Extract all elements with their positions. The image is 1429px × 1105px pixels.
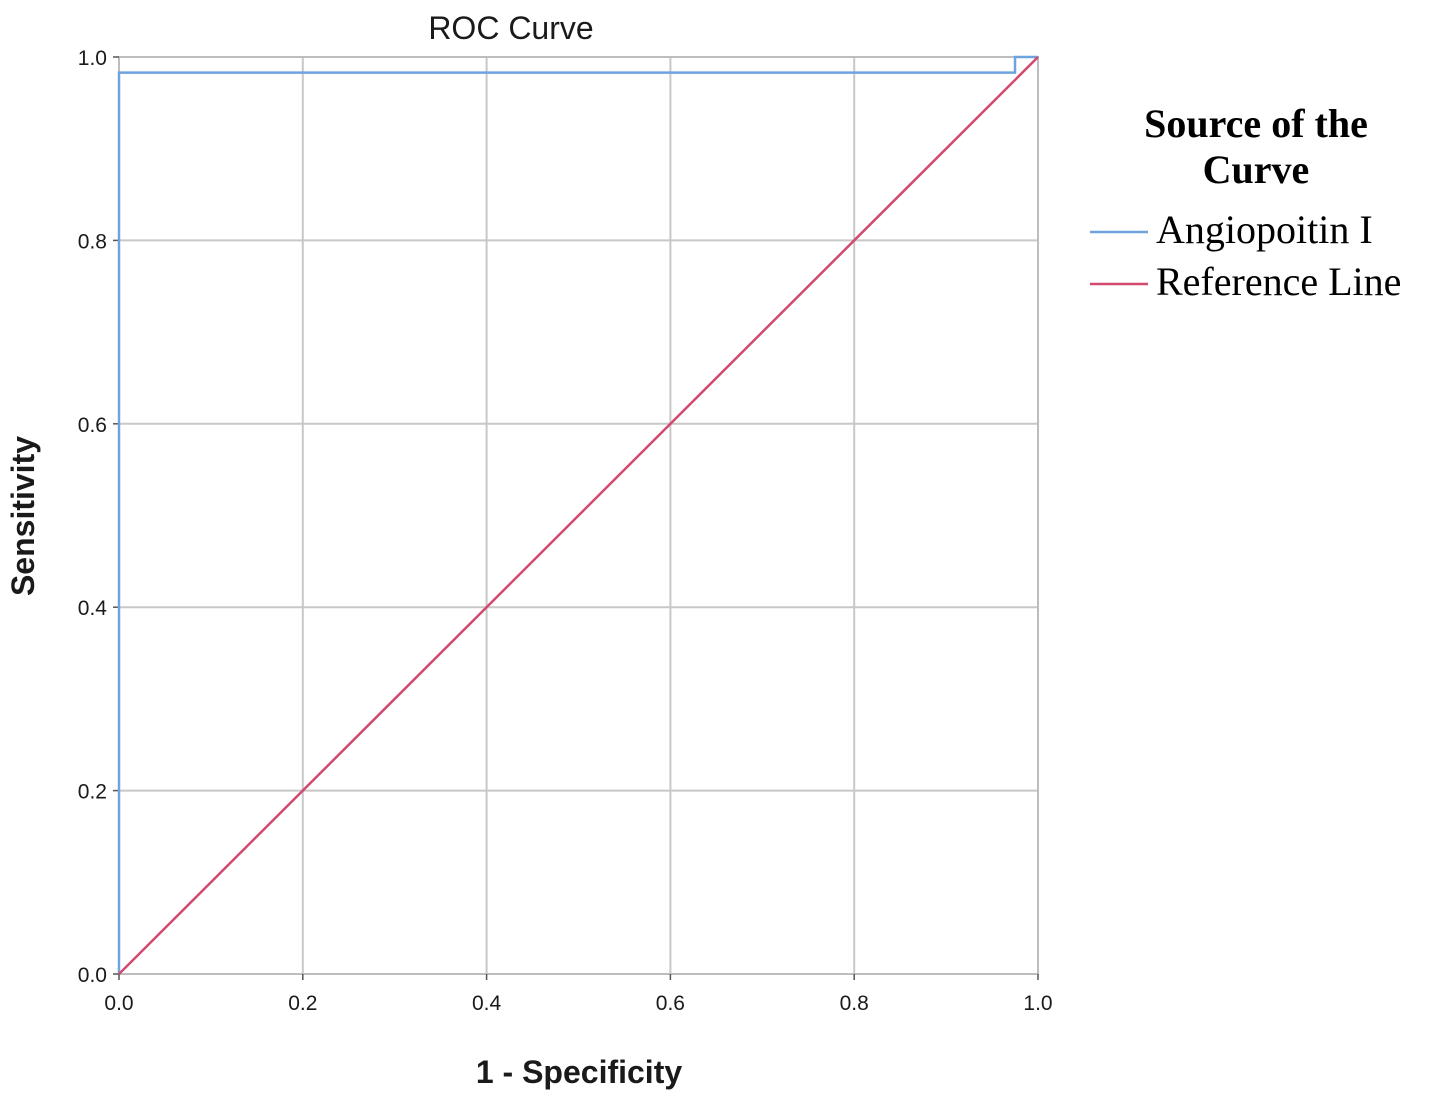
y-tick-label: 1.0 xyxy=(78,47,107,70)
x-tick-label: 0.4 xyxy=(472,992,502,1015)
x-tick-label: 0.0 xyxy=(104,992,133,1015)
x-axis-label: 1 - Specificity xyxy=(476,1054,683,1090)
legend-title-line-2: Curve xyxy=(1203,147,1310,192)
legend-entry-reference-line: Reference Line xyxy=(1156,259,1401,304)
x-tick-label: 1.0 xyxy=(1023,992,1052,1015)
chart-title: ROC Curve xyxy=(428,10,593,46)
x-axis-ticks: 0.0 0.2 0.4 0.6 0.8 1.0 xyxy=(104,974,1053,1015)
x-tick-label: 0.2 xyxy=(288,992,317,1015)
x-tick-label: 0.8 xyxy=(840,992,869,1015)
y-axis-ticks: 0.0 0.2 0.4 0.6 0.8 1.0 xyxy=(78,47,119,987)
series-line-reference-line xyxy=(118,56,1039,975)
y-tick-label: 0.4 xyxy=(78,597,108,620)
legend-entry-angiopoitin: Angiopoitin I xyxy=(1156,207,1373,252)
y-tick-label: 0.8 xyxy=(78,230,107,253)
series-group xyxy=(117,55,1039,975)
legend: Source of the Curve Angiopoitin I Refere… xyxy=(1090,101,1401,304)
legend-title-line-1: Source of the xyxy=(1144,101,1368,146)
y-tick-label: 0.6 xyxy=(78,414,107,437)
y-tick-label: 0.0 xyxy=(78,964,107,987)
series-line-angiopoitin-i xyxy=(117,55,1038,974)
x-tick-label: 0.6 xyxy=(656,992,685,1015)
y-axis-label: Sensitivity xyxy=(5,436,41,596)
y-tick-label: 0.2 xyxy=(78,781,107,804)
